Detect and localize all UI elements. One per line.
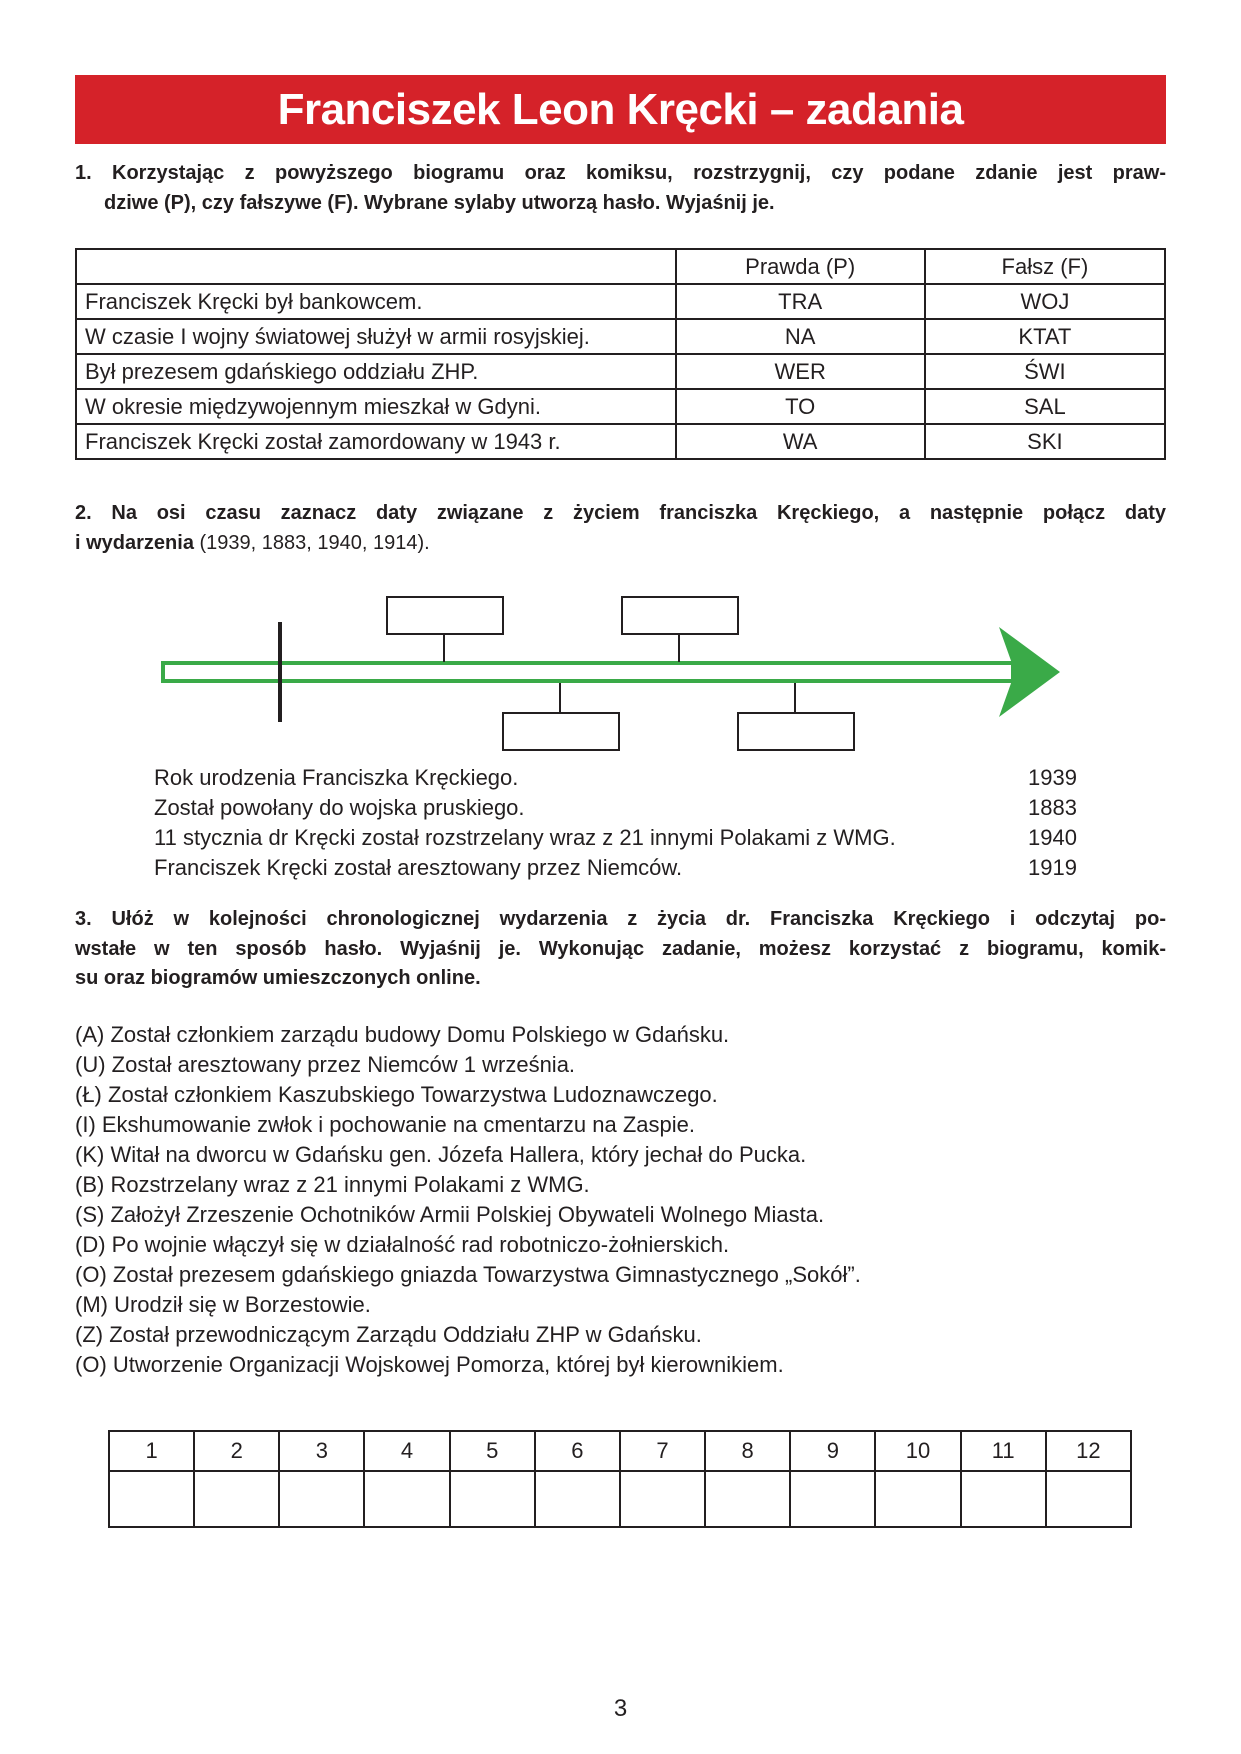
grid-number: 4 xyxy=(363,1430,451,1472)
list-item: (O) Został prezesem gdańskiego gniazda T… xyxy=(75,1262,861,1287)
statement-cell: Był prezesem gdańskiego oddziału ZHP. xyxy=(75,353,677,390)
task2-years-hint: (1939, 1883, 1940, 1914). xyxy=(193,532,430,554)
false-syllable-cell[interactable]: WOJ xyxy=(923,283,1167,320)
timeline-arrowhead-icon xyxy=(999,627,1060,717)
table-row: Był prezesem gdańskiego oddziału ZHP. WE… xyxy=(75,353,1167,390)
answer-cell[interactable] xyxy=(107,1470,196,1528)
true-syllable-cell[interactable]: NA xyxy=(674,318,926,355)
list-item: (A) Został członkiem zarządu budowy Domu… xyxy=(75,1022,730,1047)
answer-cell[interactable] xyxy=(1044,1470,1133,1528)
date-box-3[interactable] xyxy=(621,596,739,635)
task1-instruction-line2: dziwe (P), czy fałszywe (F). Wybrane syl… xyxy=(104,192,775,214)
header-true: Prawda (P) xyxy=(674,248,926,285)
false-syllable-cell[interactable]: SAL xyxy=(923,388,1167,425)
list-item: (Z) Został przewodniczącym Zarządu Oddzi… xyxy=(75,1322,702,1347)
true-syllable-cell[interactable]: WA xyxy=(674,423,926,460)
list-item: (I) Ekshumowanie zwłok i pochowanie na c… xyxy=(75,1112,695,1137)
statement-cell: W czasie I wojny światowej służył w armi… xyxy=(75,318,677,355)
false-syllable-cell[interactable]: KTAT xyxy=(923,318,1167,355)
task3-instruction-line3: su oraz biogramów umieszczonych online. xyxy=(75,967,481,989)
list-item: (O) Utworzenie Organizacji Wojskowej Pom… xyxy=(75,1352,784,1377)
answer-cell[interactable] xyxy=(278,1470,366,1528)
box-connector xyxy=(443,633,445,662)
task3-instruction-line2: wstałe w ten sposób hasło. Wyjaśnij je. … xyxy=(75,938,1166,960)
list-item: (Ł) Został członkiem Kaszubskiego Towarz… xyxy=(75,1082,718,1107)
answer-cell[interactable] xyxy=(789,1470,877,1528)
statement-cell: Franciszek Kręcki został zamordowany w 1… xyxy=(75,423,677,460)
answer-cell[interactable] xyxy=(193,1470,281,1528)
grid-number: 5 xyxy=(448,1430,536,1472)
true-syllable-cell[interactable]: WER xyxy=(674,353,926,390)
task3-instruction-line1: 3. Ułóż w kolejności chronologicznej wyd… xyxy=(75,908,1166,930)
list-item: (M) Urodził się w Borzestowie. xyxy=(75,1292,371,1317)
answer-cell[interactable] xyxy=(448,1470,536,1528)
grid-number: 9 xyxy=(789,1430,877,1472)
date-box-1[interactable] xyxy=(386,596,504,635)
task2-instruction-line2: i wydarzenia (1939, 1883, 1940, 1914). xyxy=(75,532,430,555)
grid-number: 1 xyxy=(107,1430,196,1472)
answer-cell[interactable] xyxy=(874,1470,962,1528)
list-item: (U) Został aresztowany przez Niemców 1 w… xyxy=(75,1052,576,1077)
list-item: (S) Założył Zrzeszenie Ochotników Armii … xyxy=(75,1202,825,1227)
box-connector xyxy=(678,633,680,662)
header-false: Fałsz (F) xyxy=(923,248,1167,285)
page-number: 3 xyxy=(613,1695,628,1722)
answer-cell[interactable] xyxy=(618,1470,707,1528)
list-item: (B) Rozstrzelany wraz z 21 innymi Polaka… xyxy=(75,1172,590,1197)
timeline xyxy=(161,622,1060,722)
grid-number: 6 xyxy=(533,1430,621,1472)
statement-cell: W okresie międzywojennym mieszkał w Gdyn… xyxy=(75,388,677,425)
title-banner: Franciszek Leon Kręcki – zadania xyxy=(75,75,1166,144)
list-item: (D) Po wojnie włączył się w działalność … xyxy=(75,1232,730,1257)
false-syllable-cell[interactable]: SKI xyxy=(923,423,1167,460)
task2-bold-part: i wydarzenia xyxy=(75,532,194,554)
task2-instruction-line1: 2. Na osi czasu zaznacz daty związane z … xyxy=(75,502,1166,524)
answer-grid-numbers: 1 2 3 4 5 6 7 8 9 10 11 12 xyxy=(107,1430,1133,1472)
header-statement xyxy=(75,248,677,285)
answer-cell[interactable] xyxy=(363,1470,451,1528)
date-box-2[interactable] xyxy=(502,712,620,751)
timeline-arrow-shaft xyxy=(161,661,1015,683)
grid-number: 8 xyxy=(704,1430,792,1472)
event-text: 11 stycznia dr Kręcki został rozstrzelan… xyxy=(154,825,896,850)
task1-instruction-line1: 1. Korzystając z powyższego biogramu ora… xyxy=(75,162,1166,184)
table-row: Franciszek Kręcki został zamordowany w 1… xyxy=(75,423,1167,460)
statement-cell: Franciszek Kręcki był bankowcem. xyxy=(75,283,677,320)
table-row: Franciszek Kręcki był bankowcem. TRA WOJ xyxy=(75,283,1167,320)
table-header-row: Prawda (P) Fałsz (F) xyxy=(75,248,1167,285)
event-year: 1919 xyxy=(1028,855,1077,880)
false-syllable-cell[interactable]: ŚWI xyxy=(923,353,1167,390)
true-syllable-cell[interactable]: TO xyxy=(674,388,926,425)
table-row: W okresie międzywojennym mieszkał w Gdyn… xyxy=(75,388,1167,425)
grid-number: 11 xyxy=(959,1430,1047,1472)
event-text: Rok urodzenia Franciszka Kręckiego. xyxy=(154,765,519,790)
grid-number: 3 xyxy=(278,1430,366,1472)
box-connector xyxy=(794,683,796,712)
grid-number: 12 xyxy=(1044,1430,1133,1472)
grid-number: 10 xyxy=(874,1430,962,1472)
event-text: Franciszek Kręcki został aresztowany prz… xyxy=(154,855,683,880)
event-year: 1940 xyxy=(1028,825,1077,850)
event-text: Został powołany do wojska pruskiego. xyxy=(154,795,525,820)
answer-cell[interactable] xyxy=(704,1470,792,1528)
date-box-4[interactable] xyxy=(737,712,855,751)
answer-cell[interactable] xyxy=(533,1470,621,1528)
event-year: 1883 xyxy=(1028,795,1077,820)
answer-grid: 1 2 3 4 5 6 7 8 9 10 11 12 xyxy=(107,1430,1133,1528)
grid-number: 7 xyxy=(618,1430,707,1472)
page-title: Franciszek Leon Kręcki – zadania xyxy=(277,84,964,134)
true-syllable-cell[interactable]: TRA xyxy=(674,283,926,320)
list-item: (K) Witał na dworcu w Gdańsku gen. Józef… xyxy=(75,1142,807,1167)
answer-grid-inputs xyxy=(107,1470,1133,1528)
box-connector xyxy=(559,683,561,712)
answer-cell[interactable] xyxy=(959,1470,1047,1528)
event-year: 1939 xyxy=(1028,765,1077,790)
grid-number: 2 xyxy=(193,1430,281,1472)
table-row: W czasie I wojny światowej służył w armi… xyxy=(75,318,1167,355)
true-false-table: Prawda (P) Fałsz (F) Franciszek Kręcki b… xyxy=(75,248,1167,460)
